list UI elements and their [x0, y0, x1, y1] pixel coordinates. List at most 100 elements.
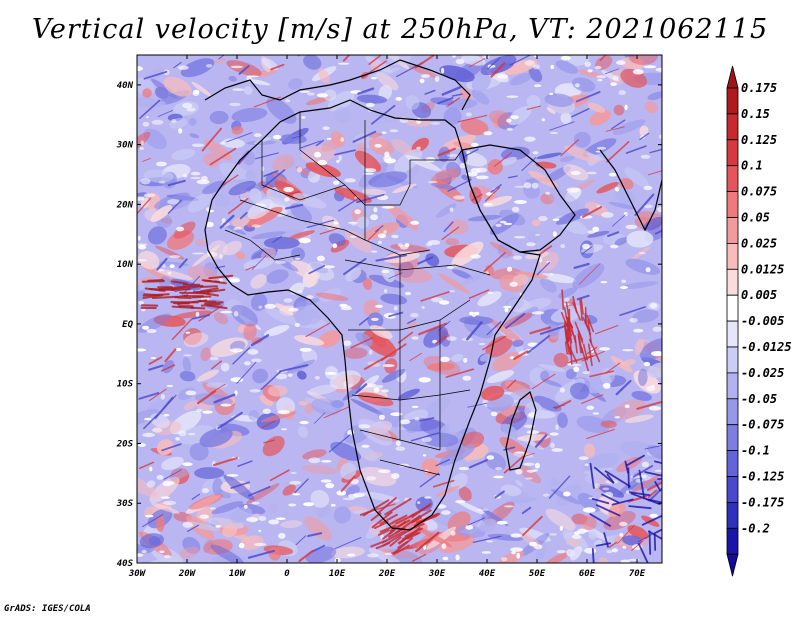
neutral-speck [601, 281, 608, 283]
neutral-speck [371, 77, 377, 79]
neutral-speck [555, 424, 558, 430]
lat-tick-label: 20N [116, 200, 134, 210]
neutral-speck [412, 406, 419, 408]
neutral-speck [142, 326, 149, 330]
neutral-speck [396, 441, 401, 447]
neutral-speck [192, 253, 204, 255]
neutral-speck [567, 187, 580, 192]
neutral-speck [653, 327, 663, 332]
neutral-speck [511, 551, 515, 554]
neutral-speck [571, 171, 581, 175]
lon-tick-label: 20E [378, 569, 396, 579]
neutral-speck [529, 542, 537, 547]
velocity-streak [192, 308, 205, 309]
neutral-speck [586, 406, 594, 410]
neutral-speck [419, 377, 431, 382]
neutral-speck [144, 418, 151, 421]
neutral-speck [575, 83, 580, 87]
neutral-speck [601, 212, 613, 218]
neutral-speck [143, 122, 150, 127]
neutral-speck [532, 183, 539, 189]
velocity-streak [650, 531, 651, 554]
neutral-speck [442, 543, 447, 549]
neutral-speck [303, 502, 314, 506]
neutral-speck [573, 367, 579, 373]
neutral-speck [424, 496, 431, 499]
neutral-speck [615, 416, 621, 419]
neutral-speck [192, 144, 204, 148]
velocity-streak [144, 294, 159, 295]
neutral-speck [299, 238, 311, 243]
neutral-speck [622, 349, 633, 351]
colorbar-swatch [727, 140, 738, 166]
neutral-speck [300, 421, 309, 424]
neutral-speck [394, 306, 398, 311]
neutral-speck [300, 348, 312, 352]
neutral-speck [514, 200, 527, 204]
neutral-speck [202, 488, 209, 493]
neutral-speck [232, 88, 244, 91]
lat-tick-label: 10S [117, 380, 134, 390]
neutral-speck [572, 535, 582, 539]
neutral-speck [370, 214, 378, 220]
colorbar-label: 0.005 [741, 288, 777, 302]
neutral-speck [231, 66, 243, 69]
neutral-speck [513, 255, 522, 259]
neutral-speck [597, 147, 606, 150]
neutral-speck [628, 559, 640, 561]
neutral-speck [455, 555, 459, 561]
neutral-speck [139, 301, 144, 305]
neutral-speck [233, 228, 236, 230]
neutral-speck [550, 432, 559, 435]
neutral-speck [301, 116, 305, 119]
neutral-speck [612, 548, 618, 552]
neutral-speck [299, 290, 303, 294]
neutral-speck [264, 304, 276, 309]
lat-tick-label: 40S [117, 559, 134, 569]
neutral-speck [229, 103, 241, 106]
neutral-speck [220, 404, 231, 407]
neutral-speck [428, 181, 438, 183]
neutral-speck [371, 318, 379, 321]
neutral-speck [553, 219, 560, 222]
neutral-speck [560, 244, 565, 248]
neutral-speck [597, 79, 602, 82]
velocity-streak [299, 41, 311, 55]
neutral-speck [450, 208, 454, 212]
neutral-speck [188, 433, 196, 435]
neutral-speck [510, 282, 518, 287]
neutral-speck [381, 389, 389, 392]
neutral-speck [523, 463, 535, 466]
neutral-speck [163, 414, 169, 417]
velocity-patch [194, 467, 224, 479]
colorbar-label: -0.125 [741, 470, 784, 484]
colorbar-swatch [727, 373, 738, 399]
neutral-speck [582, 371, 590, 374]
neutral-speck [421, 74, 430, 78]
velocity-streak [202, 304, 220, 305]
neutral-speck [347, 554, 355, 557]
neutral-speck [244, 361, 251, 365]
colorbar-label: -0.075 [741, 418, 784, 432]
neutral-speck [466, 113, 472, 117]
colorbar: 0.1750.150.1250.10.0750.050.0250.01250.0… [727, 66, 792, 576]
neutral-speck [291, 472, 297, 474]
velocity-streak [178, 298, 191, 299]
neutral-speck [422, 306, 425, 308]
colorbar-swatch [727, 166, 738, 192]
neutral-speck [146, 329, 156, 333]
neutral-speck [321, 479, 332, 482]
neutral-speck [583, 507, 596, 512]
neutral-speck [378, 469, 390, 473]
neutral-speck [423, 454, 426, 456]
neutral-speck [587, 230, 595, 233]
neutral-speck [610, 245, 618, 249]
neutral-speck [625, 405, 630, 409]
neutral-speck [622, 546, 626, 549]
neutral-speck [412, 336, 419, 340]
neutral-speck [322, 126, 329, 130]
neutral-speck [325, 372, 337, 375]
neutral-speck [511, 115, 519, 119]
neutral-speck [510, 547, 523, 551]
neutral-speck [569, 364, 581, 366]
